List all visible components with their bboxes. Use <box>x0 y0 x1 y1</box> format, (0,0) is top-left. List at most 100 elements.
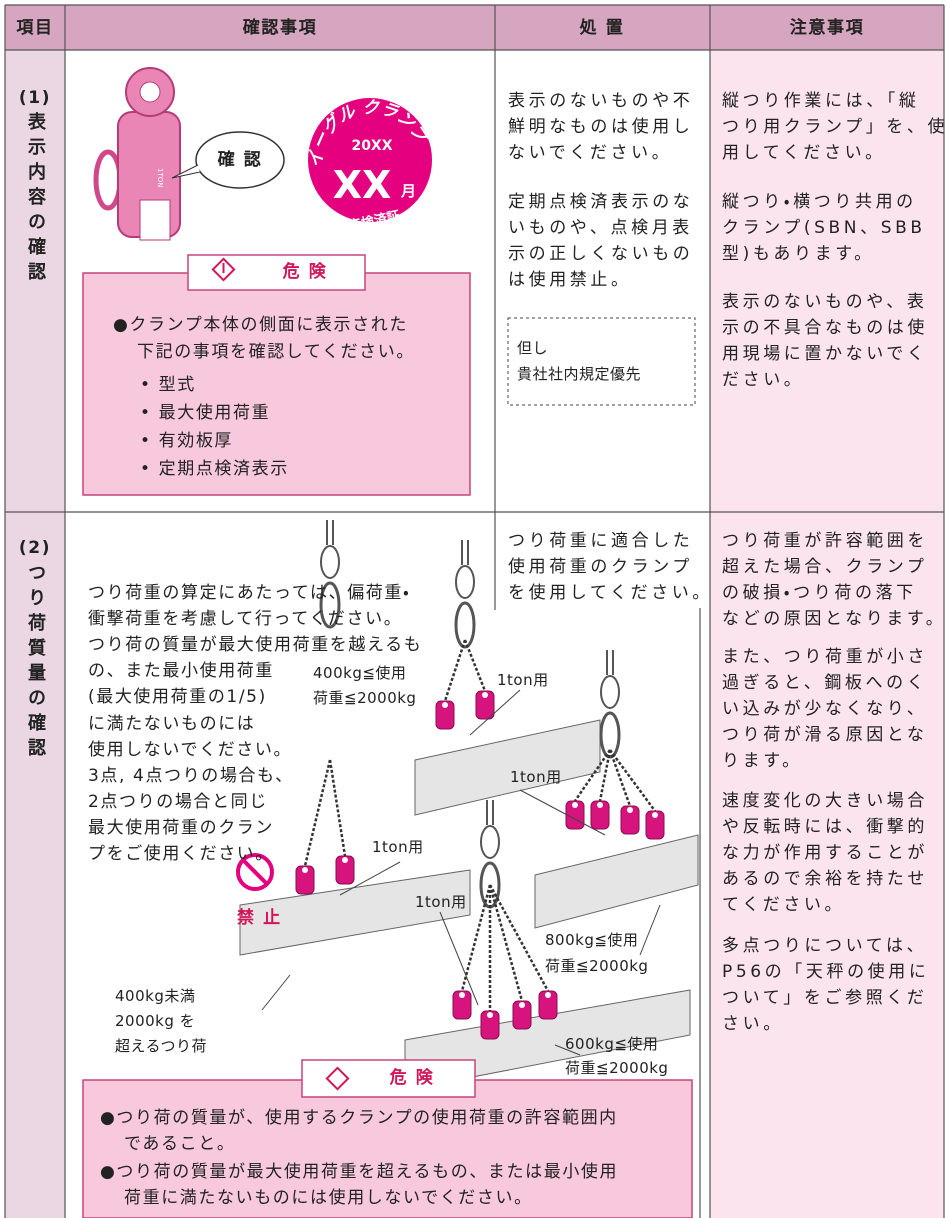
header-check: 確認事項 <box>242 18 318 38</box>
check-line: の、また最小使用荷重 <box>88 661 274 682</box>
clamp <box>512 1000 532 1030</box>
danger-line: ●つり荷の質量が、使用するクランプの使用荷重の許容範囲内 <box>100 1108 618 1128</box>
caution-line: つり用クランプ」を、使 <box>722 117 949 137</box>
danger-item: • 有効板厚 <box>140 431 234 451</box>
table-lines <box>4 4 945 1218</box>
figure-label: 1ton用 <box>497 671 549 689</box>
clamp-eye <box>487 1012 493 1018</box>
action-line: つり荷重に適合した <box>508 531 694 551</box>
row-label: つり荷質量の確認 <box>25 563 46 763</box>
note-line: 貴社社内規定優先 <box>517 365 642 383</box>
stamp-year: 20XX <box>351 138 392 154</box>
figure-label: 1ton用 <box>372 838 424 856</box>
check-line: つり荷重の算定にあたっては、偏荷重・ <box>88 583 411 603</box>
chain <box>598 749 612 802</box>
caution-line: な力が作用することが <box>722 843 928 863</box>
figure-label: 禁 止 <box>237 908 282 928</box>
clamp-mark: 1TON <box>156 168 164 187</box>
danger-item: • 定期点検済表示 <box>140 459 289 479</box>
leader-line <box>261 974 291 1011</box>
note-box <box>507 317 696 406</box>
leader-line <box>519 789 606 836</box>
action-line: 表示のないものや不 <box>508 91 694 111</box>
danger-item: • 型式 <box>140 375 196 395</box>
caution-line: 縦つり作業には、「縦 <box>722 91 920 111</box>
header-action: 処 置 <box>579 18 625 38</box>
check-line: に満たないものには <box>88 713 256 734</box>
leader-line <box>339 861 401 896</box>
clamp-eye <box>597 802 603 808</box>
caution-line: 超えた場合、クランプ <box>722 557 928 577</box>
check-line: 2点つりの場合と同じ <box>88 791 268 812</box>
figure-label: 荷重≦2000kg <box>565 1059 669 1077</box>
danger-title: 危 険 <box>389 1068 435 1088</box>
header-item: 項目 <box>16 18 54 38</box>
prohibition-sign <box>236 853 274 891</box>
figure-label: 600kg≦使用 <box>565 1035 659 1053</box>
ring <box>319 581 341 629</box>
stamp-month: XX <box>333 163 392 207</box>
caution-line: てください。 <box>722 895 846 915</box>
check-line: 衝撃荷重を考慮して行ってください。 <box>88 609 403 630</box>
figure-label: 1ton用 <box>415 893 467 911</box>
callout-text: 確 認 <box>217 150 263 170</box>
danger-box <box>82 272 471 496</box>
clamp-eye <box>442 702 448 708</box>
clamp <box>452 990 472 1020</box>
figure-label: 2000kg を <box>115 1012 196 1030</box>
steel-plate <box>534 834 699 929</box>
figure-label: 荷重≦2000kg <box>313 689 417 707</box>
clamp <box>480 1010 500 1040</box>
clamp <box>620 805 640 835</box>
callout-tail <box>171 164 201 179</box>
action-line: 鮮明なものは使用し <box>508 117 694 137</box>
chain <box>608 749 657 812</box>
check-line: つり荷の質量が最大使用荷重を越えるも <box>88 635 423 656</box>
leader-line <box>554 1044 581 1056</box>
caution-line: ります。 <box>722 751 803 771</box>
danger-line: 下記の事項を確認してください。 <box>137 342 415 362</box>
clamp-eye <box>459 992 465 998</box>
leader-line <box>439 911 479 1006</box>
check-line: プをご使用ください。 <box>88 844 274 864</box>
ring <box>599 711 621 759</box>
clamp-eye <box>302 867 308 873</box>
caution-line: P56の「天秤の使用に <box>722 962 930 982</box>
check-line: 最大使用荷重のクラン <box>88 817 274 838</box>
clamp-eye <box>545 992 551 998</box>
caution-line: 用現場に置かないでく <box>722 344 928 364</box>
clamp <box>645 810 665 840</box>
shackle <box>455 565 475 599</box>
steel-plate <box>414 719 601 816</box>
shackle <box>320 545 340 579</box>
caution-line: の破損・つり荷の落下 <box>722 583 917 603</box>
clamp-eye <box>342 857 348 863</box>
stamp-month-unit: 月 <box>400 182 416 200</box>
danger-icon <box>325 1066 350 1091</box>
check-line: (最大使用荷重の1/5) <box>88 687 267 708</box>
header-bg <box>5 5 944 50</box>
row-label: 表示内容の確認 <box>25 112 46 287</box>
caution-line: ださい。 <box>722 370 805 390</box>
header-caution: 注意事項 <box>789 18 865 38</box>
clamp <box>475 690 495 720</box>
figure-label: 荷重≦2000kg <box>545 957 649 975</box>
action-line: は使用禁止。 <box>508 270 632 290</box>
caution-line: 縦つり・横つり共用の <box>722 192 917 212</box>
figure-label: 800kg≦使用 <box>545 931 639 949</box>
ring <box>454 601 476 649</box>
figure-label: 400kg未満 <box>115 987 196 1005</box>
chain <box>328 759 347 857</box>
item-column-bg <box>5 5 65 1218</box>
check-line: 使用しないでください。 <box>88 739 293 760</box>
caution-line: つり荷が滑る原因とな <box>722 725 928 745</box>
caution-line: などの原因となります。 <box>722 609 947 629</box>
chain <box>488 884 550 992</box>
check-line: 3点, 4点つりの場合も、 <box>88 765 294 786</box>
caution-line: い込みが少なくなり、 <box>722 699 928 719</box>
clamp-eye <box>519 1002 525 1008</box>
clamp-illustration <box>93 67 181 241</box>
danger-title: 危 険 <box>282 262 328 282</box>
